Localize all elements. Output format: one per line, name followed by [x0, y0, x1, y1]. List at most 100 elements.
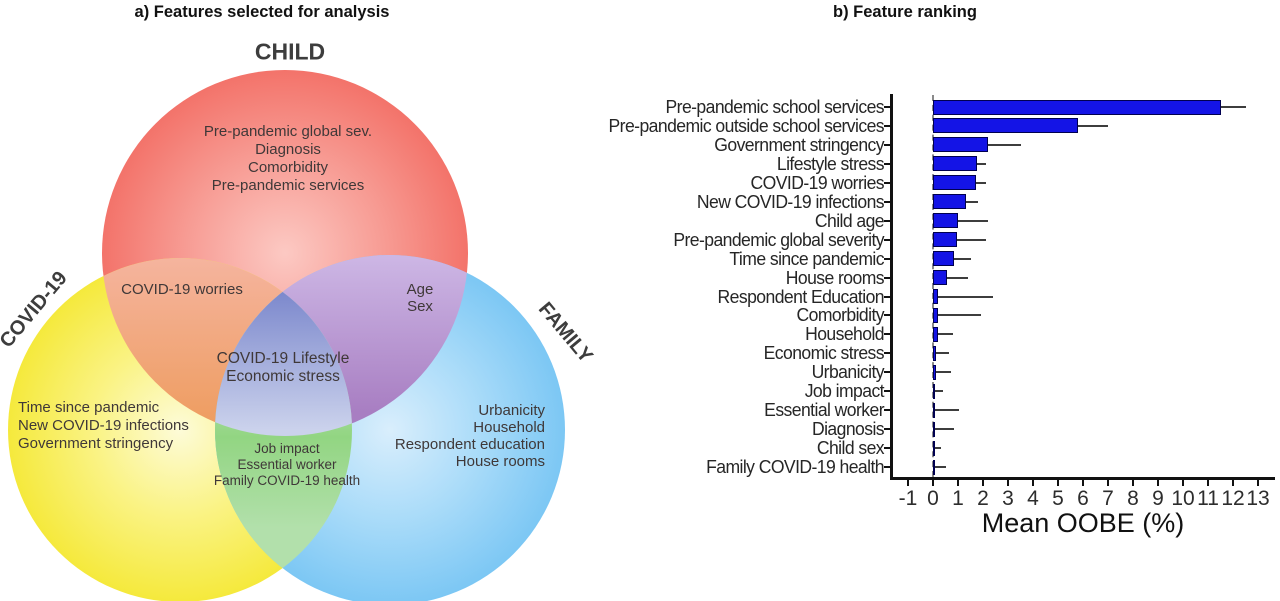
venn-item-label: Pre-pandemic services	[211, 177, 365, 194]
y-axis-tick	[884, 200, 892, 203]
x-axis-tick	[1057, 478, 1059, 486]
bar-category-label: COVID-19 worries	[750, 171, 885, 193]
x-axis-tick-label: 2	[977, 487, 989, 510]
venn-item-label: Job impact	[254, 441, 320, 456]
venn-region-covid-family-items: Job impact Essential worker Family COVID-1…	[127, 441, 447, 489]
venn-item-label: Comorbidity	[247, 159, 329, 176]
y-axis-tick	[884, 409, 892, 412]
x-axis-tick	[1157, 478, 1159, 486]
x-axis-tick	[1257, 478, 1259, 486]
bar	[933, 326, 938, 342]
x-axis-tick-label: 4	[1027, 487, 1039, 510]
y-axis-tick	[884, 124, 892, 127]
bar	[933, 194, 966, 210]
venn-item-label: Time since pandemic	[18, 398, 160, 416]
x-axis-tick-label: 1	[952, 487, 964, 510]
x-axis-tick	[1182, 478, 1184, 486]
x-axis-tick-label: 0	[927, 487, 939, 510]
error-bar	[937, 333, 953, 336]
bar	[933, 402, 935, 418]
y-axis-tick	[884, 333, 892, 336]
x-axis-tick-label: 11	[1197, 487, 1219, 510]
bar-category-label: New COVID-19 infections	[696, 190, 885, 212]
venn-item-label: Respondent education	[394, 435, 545, 453]
bar	[933, 270, 947, 286]
x-axis-tick-label: 6	[1077, 487, 1089, 510]
x-axis-tick	[1007, 478, 1009, 486]
y-axis-tick	[884, 257, 892, 260]
bar	[933, 307, 938, 323]
panel-a-title: a) Features selected for analysis	[134, 3, 390, 21]
y-axis-tick	[884, 162, 892, 165]
bar	[933, 440, 935, 456]
x-axis-tick	[957, 478, 959, 486]
x-axis-tick-label: 13	[1246, 487, 1270, 510]
bar	[933, 364, 936, 380]
x-axis-tick-label: 8	[1127, 487, 1139, 510]
bar	[933, 251, 955, 267]
x-axis-tick-label: 10	[1171, 487, 1195, 510]
y-axis-tick	[884, 143, 892, 146]
x-axis-tick	[1032, 478, 1034, 486]
venn-diagram	[8, 70, 565, 601]
venn-item-label: Diagnosis	[255, 141, 321, 158]
bar-category-label: Pre-pandemic outside school services	[608, 114, 885, 136]
x-axis-title: Mean OOBE (%)	[981, 508, 1185, 538]
y-axis-tick	[884, 390, 892, 393]
venn-item-label: Age	[406, 280, 434, 298]
x-axis-tick	[1132, 478, 1134, 486]
error-bar	[937, 314, 981, 317]
x-axis-tick	[1207, 478, 1209, 486]
bar-category-label: Pre-pandemic global severity	[673, 228, 884, 250]
venn-item-label: New COVID-19 infections	[18, 417, 189, 435]
bar-category-label: Job impact	[804, 380, 885, 402]
venn-item-label: House rooms	[455, 452, 545, 470]
bar-category-label: Urbanicity	[811, 361, 885, 383]
error-bar	[975, 181, 986, 184]
bar	[933, 118, 1078, 134]
x-axis-tick-label: 3	[1002, 487, 1014, 510]
error-bar	[946, 276, 968, 279]
x-axis-tick	[907, 478, 909, 486]
y-axis-tick	[884, 314, 892, 317]
y-axis-tick	[884, 428, 892, 431]
x-axis-tick	[982, 478, 984, 486]
bar	[933, 175, 976, 191]
error-bar	[976, 162, 986, 165]
venn-set-label-child: CHILD	[254, 38, 326, 65]
x-axis-tick-label: -1	[898, 487, 918, 510]
venn-item-label: COVID-19 Lifestyle	[216, 350, 350, 367]
y-axis-tick	[884, 181, 892, 184]
bar	[933, 232, 957, 248]
panel-b-title: b) Feature ranking	[833, 3, 977, 21]
error-bar	[958, 219, 988, 222]
error-bar	[1078, 124, 1108, 127]
venn-item-label: Essential worker	[237, 457, 337, 472]
x-axis-tick-label: 9	[1152, 487, 1164, 510]
venn-item-label: Urbanicity	[478, 401, 545, 419]
venn-item-label: Economic stress	[226, 368, 340, 385]
bar-category-label: Respondent Education	[717, 285, 885, 307]
bar	[933, 156, 977, 172]
error-bar	[933, 428, 955, 431]
y-axis-tick	[884, 219, 892, 222]
venn-region-covid-items: Time since pandemic New COVID-19 infectio…	[18, 399, 338, 454]
venn-item-label: Sex	[407, 297, 433, 315]
y-axis-tick	[884, 466, 892, 469]
y-axis-tick	[884, 106, 892, 108]
error-bar	[935, 352, 950, 355]
bar-category-label: Comorbidity	[796, 304, 884, 326]
venn-overlap-center	[215, 258, 352, 436]
x-axis-tick	[1107, 478, 1109, 486]
bar-category-label: Government stringency	[714, 133, 884, 155]
y-axis-line	[890, 94, 893, 480]
bar-category-label: Pre-pandemic school services	[665, 96, 885, 117]
error-bar	[956, 238, 986, 241]
x-axis-tick-label: 12	[1221, 487, 1245, 510]
error-bar	[1220, 106, 1246, 108]
y-axis-tick	[884, 371, 892, 374]
bar-category-label: Economic stress	[763, 342, 885, 364]
bar	[933, 99, 1221, 115]
error-bar	[933, 447, 941, 450]
